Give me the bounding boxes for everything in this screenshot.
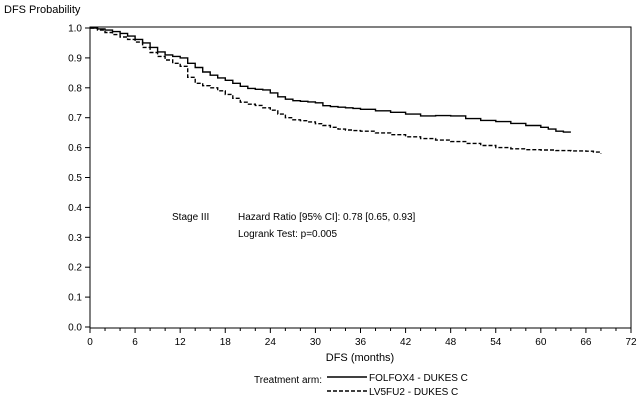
y-tick-label: 0.0 (68, 323, 82, 334)
y-tick-label: 0.5 (68, 173, 82, 184)
x-tick-label: 24 (265, 337, 277, 348)
x-axis: 0 6 12 18 24 30 36 42 48 54 60 66 72 (87, 328, 637, 348)
x-tick-label: 6 (132, 337, 138, 348)
y-tick-label: 0.7 (68, 113, 82, 124)
x-tick-label: 0 (87, 337, 93, 348)
annotation-hazard-ratio: Hazard Ratio [95% CI]: 0.78 [0.65, 0.93] (238, 212, 416, 223)
legend-label-lv5fu2: LV5FU2 - DUKES C (369, 387, 458, 398)
x-tick-label: 30 (310, 337, 322, 348)
annotation-logrank: Logrank Test: p=0.005 (238, 229, 337, 240)
y-tick-label: 0.1 (68, 293, 82, 304)
x-tick-label: 48 (445, 337, 457, 348)
y-tick-label: 0.8 (68, 83, 82, 94)
series-line-folfox4 (90, 27, 571, 133)
y-tick-label: 1.0 (68, 24, 82, 35)
y-tick-label: 0.4 (68, 203, 82, 214)
legend-label-folfox4: FOLFOX4 - DUKES C (369, 373, 468, 384)
x-tick-label: 54 (490, 337, 502, 348)
y-axis: 0.0 0.1 0.2 0.3 0.4 0.5 0.6 0.7 0.8 0.9 1.0 (68, 24, 90, 334)
y-tick-label: 0.9 (68, 53, 82, 64)
x-axis-title: DFS (months) (326, 352, 394, 364)
x-tick-label: 42 (400, 337, 412, 348)
x-tick-label: 60 (535, 337, 547, 348)
plot-frame (89, 26, 632, 329)
legend-title: Treatment arm: (254, 375, 322, 386)
y-tick-label: 0.2 (68, 263, 82, 274)
x-tick-label: 12 (175, 337, 187, 348)
series-line-lv5fu2 (90, 27, 602, 154)
y-tick-label: 0.3 (68, 233, 82, 244)
annotation-box: Stage III Hazard Ratio [95% CI]: 0.78 [0… (172, 212, 416, 240)
x-tick-label: 66 (580, 337, 592, 348)
x-tick-label: 18 (220, 337, 232, 348)
x-tick-label: 36 (355, 337, 367, 348)
y-tick-label: 0.6 (68, 143, 82, 154)
y-axis-title: DFS Probability (4, 4, 81, 16)
series-layer (90, 27, 602, 154)
x-tick-label: 72 (625, 337, 637, 348)
annotation-stage: Stage III (172, 212, 209, 223)
legend: Treatment arm: FOLFOX4 - DUKES C LV5FU2 … (254, 373, 468, 398)
